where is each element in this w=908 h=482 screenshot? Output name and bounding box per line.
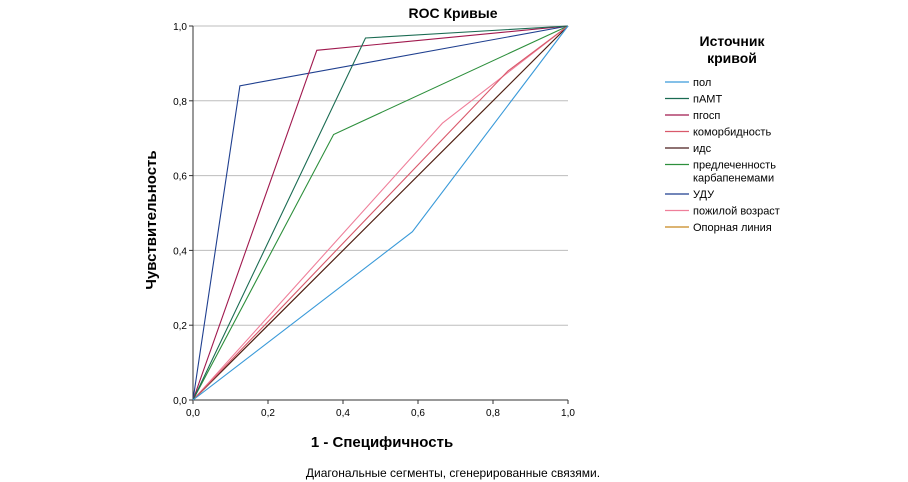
- legend-item: коморбидность: [665, 127, 771, 139]
- legend-label: пол: [693, 77, 711, 89]
- series-line-предлеченность-карбапенемами: [192, 25, 569, 401]
- x-axis-title: 1 - Специфичность: [311, 434, 453, 451]
- series-line-коморбидность: [192, 25, 569, 401]
- legend-label: Опорная линия: [693, 222, 772, 234]
- legend-label: коморбидность: [693, 127, 771, 139]
- chart-title: ROC Кривые: [408, 5, 497, 21]
- legend-item: пол: [665, 77, 711, 89]
- x-tick-label: 0,8: [486, 408, 500, 419]
- legend-label: предлеченность: [693, 160, 776, 172]
- series-line-УДУ: [192, 25, 569, 401]
- legend-item: Опорная линия: [665, 222, 772, 234]
- y-axis-title: Чувствительность: [143, 150, 160, 289]
- legend-label: пАМТ: [693, 94, 722, 106]
- y-tick-label: 0,2: [173, 321, 187, 332]
- x-tick-label: 0,0: [186, 408, 200, 419]
- legend-item: пАМТ: [665, 94, 722, 106]
- series-line-пАМТ: [192, 25, 569, 401]
- series-line-пгосп: [192, 25, 569, 401]
- y-tick-label: 0,8: [173, 97, 187, 108]
- legend-label: пгосп: [693, 110, 720, 122]
- legend-item: идс: [665, 143, 712, 155]
- x-tick-label: 0,2: [261, 408, 275, 419]
- legend-item: пожилой возраст: [665, 206, 780, 218]
- legend-item: пгосп: [665, 110, 720, 122]
- legend-label: УДУ: [693, 189, 715, 201]
- series-line-пожилой-возраст: [192, 25, 569, 401]
- x-tick-label: 0,4: [336, 408, 350, 419]
- y-tick-label: 0,0: [173, 396, 187, 407]
- legend-label: идс: [693, 143, 712, 155]
- legend-title: кривой: [707, 50, 757, 66]
- plot-area: 0,0 0,2 0,4 0,6 0,8 1,0 0,0 0,2 0,4 0,6 0,8 1,0: [173, 22, 575, 419]
- legend-label: карбапенемами: [693, 173, 774, 185]
- legend-title: Источник: [700, 33, 766, 49]
- y-tick-label: 0,6: [173, 172, 187, 183]
- x-tick-label: 0,6: [411, 408, 425, 419]
- y-tick-label: 1,0: [173, 22, 187, 33]
- legend-item: УДУ: [665, 189, 715, 201]
- series-line-идс: [192, 25, 569, 401]
- series-line-пол: [192, 25, 569, 401]
- footnote: Диагональные сегменты, сгенерированные с…: [306, 466, 600, 480]
- x-tick-label: 1,0: [561, 408, 575, 419]
- legend-label: пожилой возраст: [693, 206, 780, 218]
- y-tick-label: 0,4: [173, 246, 187, 257]
